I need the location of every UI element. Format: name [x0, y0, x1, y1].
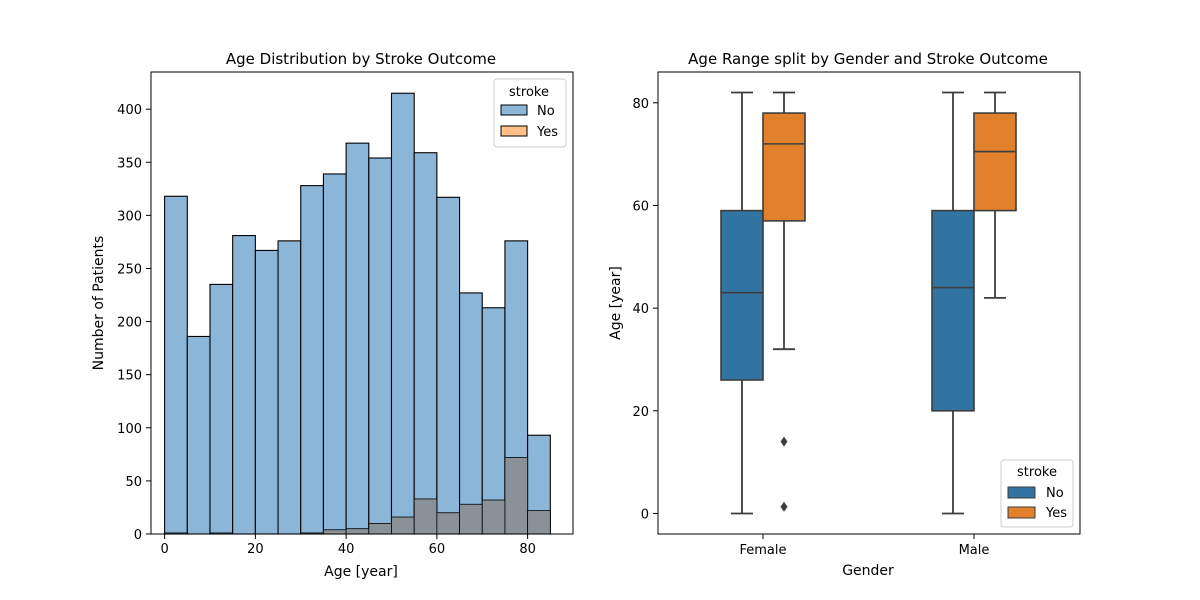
box-body — [762, 112, 806, 222]
histogram-bar-yes — [481, 499, 506, 535]
box-female-no — [720, 91, 764, 515]
histogram-bar-no — [186, 335, 211, 535]
histogram-y-tick-label: 0 — [134, 528, 142, 543]
histogram-bar-no — [300, 185, 324, 535]
histogram-y-ticks: 0 50 100 150 200 250 300 350 400 — [117, 103, 151, 543]
histogram-bar-yes — [527, 510, 551, 535]
boxplot-x-tick-label: Female — [739, 543, 786, 558]
histogram-bar-no — [254, 249, 279, 535]
histogram-legend-label-no: No — [537, 104, 555, 119]
boxplot-boxes — [720, 91, 1017, 515]
boxplot-y-tick-label: 80 — [632, 97, 649, 112]
histogram-bar-yes — [436, 512, 460, 535]
histogram-y-tick-label: 400 — [117, 103, 142, 118]
histogram-bar-yes — [504, 457, 529, 535]
boxplot-legend-swatch-yes — [1007, 506, 1036, 519]
box-female-yes — [762, 91, 806, 512]
histogram-y-tick-label: 250 — [117, 262, 142, 277]
boxplot-y-label: Age [year] — [608, 266, 624, 340]
boxplot-x-ticks: Female Male — [739, 534, 989, 558]
histogram-x-ticks: 0 20 40 60 80 — [160, 534, 536, 557]
boxplot-y-tick-label: 40 — [632, 302, 649, 317]
histogram-frame — [150, 71, 574, 535]
histogram-x-tick-label: 80 — [519, 542, 536, 557]
histogram-y-label: Number of Patients — [91, 236, 107, 371]
histogram-bar-no — [164, 195, 188, 535]
histogram-bar-no — [436, 196, 461, 535]
histogram-chart: Age Distribution by Stroke Outcome 0 20 40… — [91, 50, 574, 580]
histogram-x-label: Age [year] — [324, 564, 398, 580]
histogram-bar-yes — [323, 529, 347, 535]
histogram-y-tick-label: 100 — [117, 422, 142, 437]
histogram-legend: stroke No Yes — [493, 78, 567, 148]
box-male-yes — [973, 91, 1017, 299]
histogram-bar-no — [413, 152, 438, 535]
histogram-bar-yes — [413, 498, 438, 535]
histogram-bars-no — [164, 92, 551, 535]
boxplot-title: Age Range split by Gender and Stroke Out… — [688, 50, 1048, 68]
boxplot-legend-label-no: No — [1046, 486, 1064, 501]
boxplot-y-tick-label: 0 — [641, 507, 649, 522]
histogram-y-tick-label: 200 — [117, 316, 142, 331]
histogram-y-tick-label: 50 — [125, 475, 142, 490]
boxplot-frame — [657, 71, 1081, 535]
boxplot-chart: Age Range split by Gender and Stroke Out… — [608, 50, 1081, 579]
histogram-bar-yes — [459, 503, 483, 535]
boxplot-x-tick-label: Male — [959, 543, 990, 558]
histogram-bar-no — [322, 173, 347, 535]
boxplot-y-ticks: 0 20 40 60 80 — [632, 97, 658, 522]
histogram-bar-no — [277, 240, 302, 535]
histogram-y-tick-label: 350 — [117, 156, 142, 171]
histogram-bar-no — [459, 292, 483, 535]
boxplot-y-tick-label: 60 — [632, 199, 649, 214]
box-body — [720, 209, 764, 381]
boxplot-legend-label-yes: Yes — [1045, 506, 1067, 521]
histogram-y-tick-label: 300 — [117, 209, 142, 224]
box-outlier — [780, 436, 788, 447]
box-body — [973, 112, 1017, 212]
boxplot-legend: stroke No Yes — [1000, 459, 1074, 528]
histogram-legend-title: stroke — [509, 85, 549, 100]
histogram-title: Age Distribution by Stroke Outcome — [226, 50, 496, 68]
histogram-x-tick-label: 0 — [160, 542, 168, 557]
histogram-bar-yes — [345, 528, 370, 535]
histogram-bar-yes — [368, 522, 392, 535]
box-outlier — [780, 501, 788, 512]
histogram-legend-swatch-yes — [500, 125, 528, 137]
histogram-legend-swatch-no — [500, 104, 528, 116]
histogram-bar-no — [209, 283, 234, 535]
histogram-y-tick-label: 150 — [117, 369, 142, 384]
boxplot-legend-swatch-no — [1007, 486, 1036, 499]
histogram-x-tick-label: 20 — [247, 542, 264, 557]
histogram-bar-no — [368, 157, 393, 535]
histogram-legend-label-yes: Yes — [536, 125, 558, 140]
box-body — [931, 209, 975, 412]
histogram-x-tick-label: 60 — [429, 542, 446, 557]
histogram-bar-no — [390, 92, 415, 535]
box-male-no — [931, 91, 975, 515]
histogram-x-tick-label: 40 — [338, 542, 355, 557]
histogram-bar-yes — [391, 516, 415, 535]
histogram-bar-no — [345, 142, 370, 535]
histogram-bar-no — [232, 235, 256, 535]
boxplot-y-tick-label: 20 — [632, 405, 649, 420]
boxplot-legend-title: stroke — [1017, 465, 1057, 480]
boxplot-x-label: Gender — [842, 563, 894, 579]
